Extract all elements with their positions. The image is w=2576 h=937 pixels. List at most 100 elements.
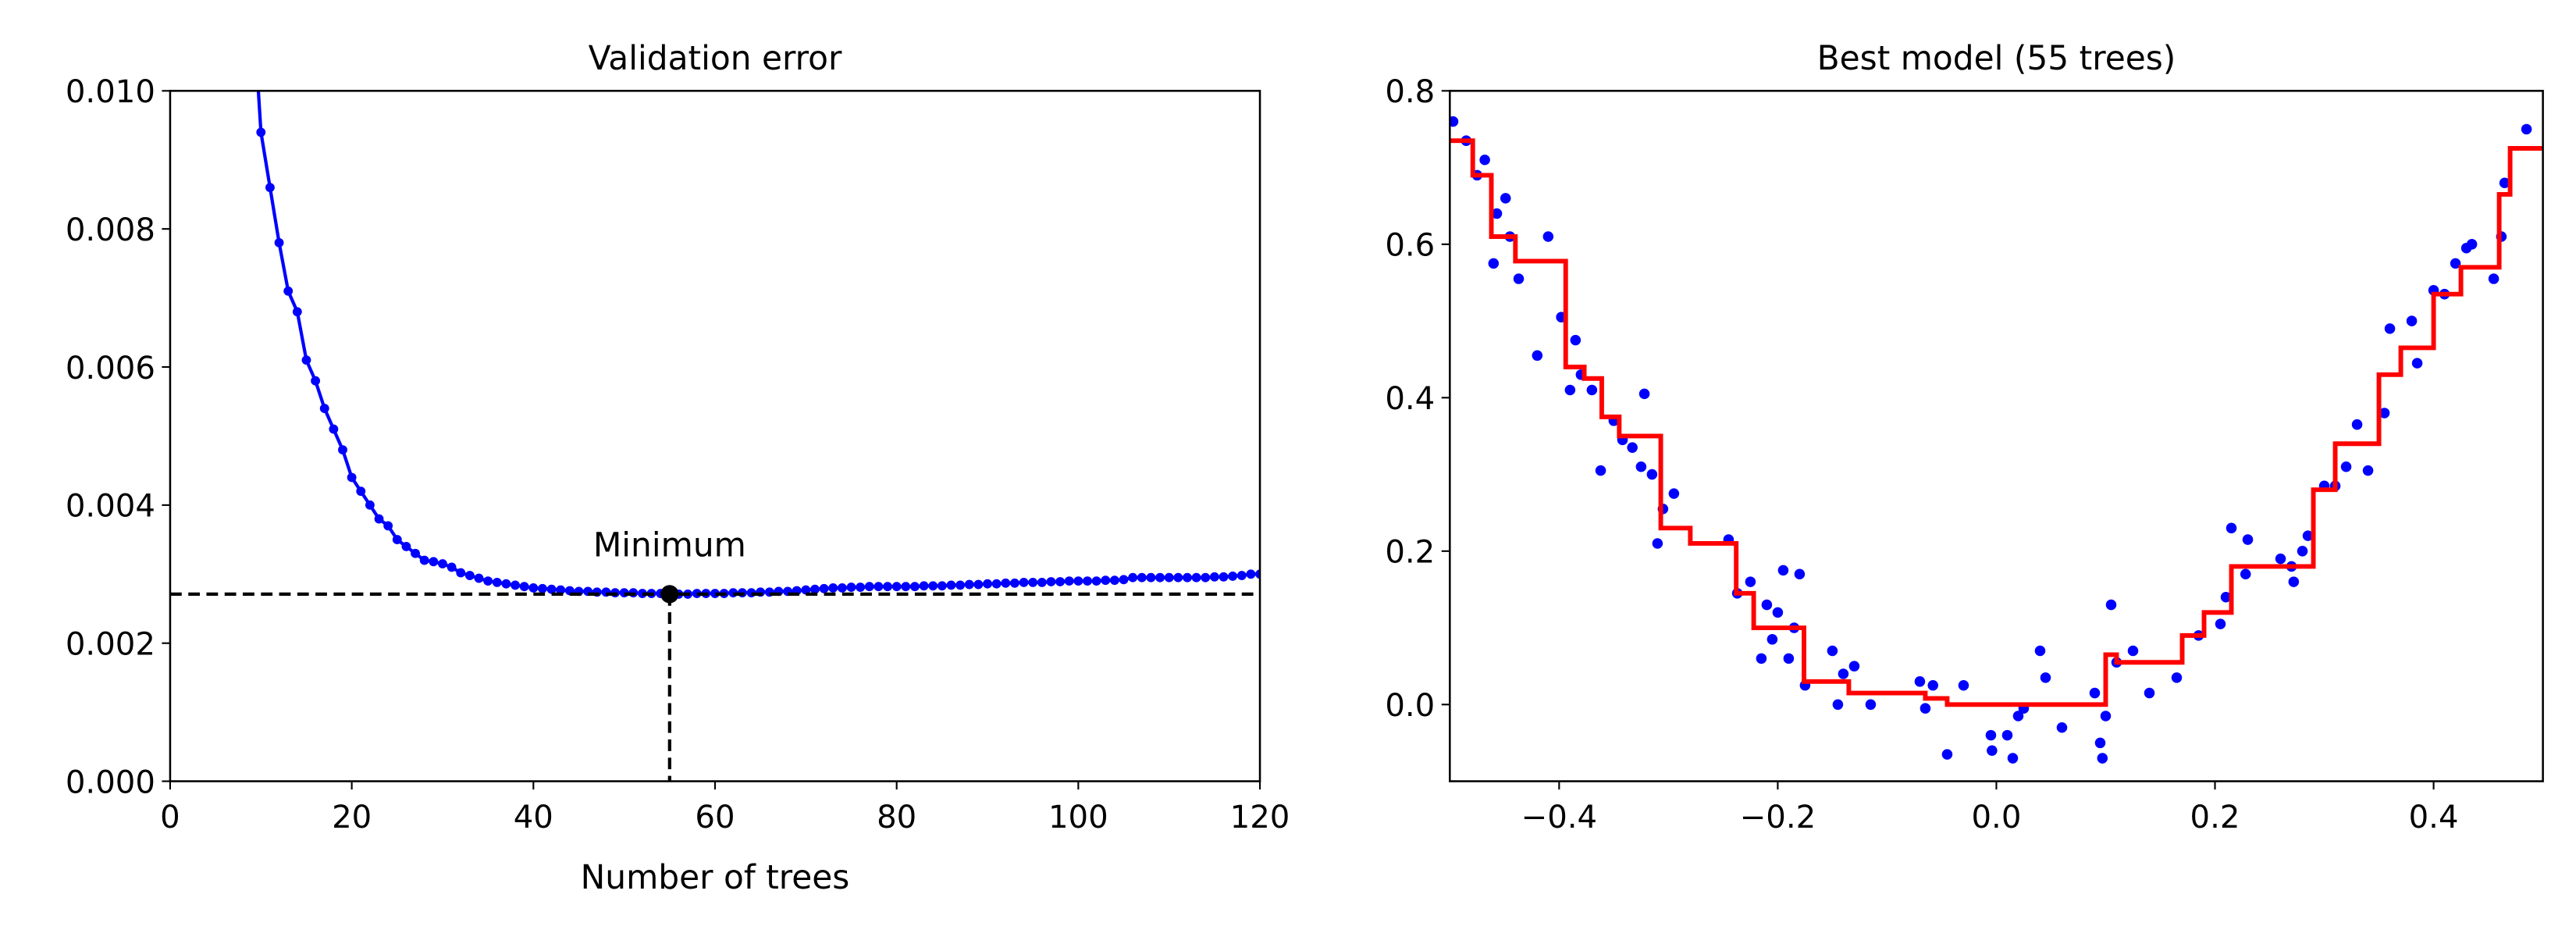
marker	[1155, 572, 1165, 583]
point	[2406, 315, 2418, 326]
marker	[1128, 572, 1138, 583]
x-tick-label: 0.4	[2409, 800, 2459, 835]
line	[256, 91, 1261, 597]
y-tick-label: 0.0	[1385, 688, 1435, 724]
marker	[928, 581, 938, 591]
marker	[338, 445, 347, 455]
point	[2171, 672, 2183, 683]
point	[1500, 193, 1511, 204]
marker	[1246, 569, 1256, 579]
x-tick-label: 60	[695, 800, 735, 835]
point	[2100, 711, 2112, 721]
marker	[1055, 577, 1066, 586]
point	[1450, 116, 1459, 127]
point	[1479, 154, 1490, 166]
marker	[1236, 571, 1247, 580]
point	[1595, 465, 1606, 476]
point	[1927, 679, 1939, 691]
point	[1941, 749, 1953, 760]
point	[1958, 679, 1969, 691]
marker	[801, 585, 811, 595]
marker	[1209, 572, 1219, 582]
marker	[819, 583, 829, 593]
point	[1756, 653, 1767, 664]
point	[1865, 699, 1877, 711]
point	[1638, 388, 1650, 400]
point	[1761, 599, 1773, 611]
point	[2034, 645, 2046, 657]
point	[1920, 703, 1931, 714]
point	[1767, 634, 1778, 645]
plot-area	[169, 91, 1261, 782]
marker	[283, 286, 294, 296]
marker	[1255, 569, 1261, 579]
point	[2105, 599, 2117, 611]
point	[2127, 645, 2139, 657]
point	[2040, 672, 2051, 683]
point	[1542, 231, 1554, 242]
point	[1827, 645, 1838, 657]
x-tick-label: 120	[1230, 800, 1290, 835]
marker	[456, 568, 466, 578]
marker	[419, 555, 429, 565]
x-tick-label: 100	[1048, 800, 1108, 835]
point	[2242, 534, 2254, 545]
marker	[856, 583, 866, 592]
point	[1488, 258, 1500, 269]
y-tick-label: 0.008	[66, 212, 155, 248]
point	[2094, 737, 2106, 749]
y-tick-label: 0.8	[1385, 74, 1435, 110]
x-tick-label: 40	[514, 800, 553, 835]
chart-title: Validation error	[589, 39, 842, 77]
marker	[1001, 578, 1011, 588]
point	[2379, 408, 2390, 419]
point	[1646, 468, 1658, 480]
point	[1635, 461, 1647, 472]
y-tick-label: 0.2	[1385, 535, 1435, 571]
axes-frame	[169, 90, 1261, 782]
point	[1570, 334, 1582, 346]
y-tick-label: 0.010	[66, 74, 155, 110]
marker	[1183, 572, 1192, 583]
chart-title: Best model (55 trees)	[1817, 39, 2176, 77]
y-tick-label: 0.002	[66, 626, 155, 662]
point	[1513, 273, 1525, 284]
point	[2499, 177, 2510, 189]
point	[2362, 465, 2374, 476]
y-tick-label: 0.000	[66, 764, 155, 800]
marker	[329, 424, 339, 434]
point	[2411, 358, 2423, 369]
point	[1532, 350, 1543, 362]
point	[1985, 729, 1997, 741]
marker	[546, 584, 557, 594]
point	[1783, 653, 1795, 664]
point	[2001, 729, 2013, 741]
x-tick-label: −0.2	[1740, 800, 1816, 835]
marker	[1137, 572, 1147, 583]
marker	[483, 576, 493, 586]
marker	[1028, 577, 1038, 587]
point	[1832, 699, 1844, 711]
point	[2466, 239, 2478, 250]
marker	[374, 514, 384, 524]
x-tick-label: 80	[877, 800, 916, 835]
marker	[474, 573, 484, 583]
marker	[492, 577, 502, 587]
marker	[873, 582, 884, 592]
marker	[946, 580, 956, 590]
marker	[1091, 576, 1101, 586]
point	[2275, 553, 2286, 565]
marker	[1146, 572, 1156, 583]
point	[1627, 442, 1638, 453]
axes-frame	[1449, 90, 2544, 782]
marker	[301, 355, 311, 365]
marker	[365, 500, 375, 510]
y-tick-label: 0.6	[1385, 228, 1435, 264]
point	[1652, 538, 1663, 549]
marker	[528, 583, 539, 593]
marker	[964, 579, 974, 590]
marker	[1191, 572, 1201, 583]
marker	[810, 584, 820, 594]
marker	[319, 404, 329, 413]
